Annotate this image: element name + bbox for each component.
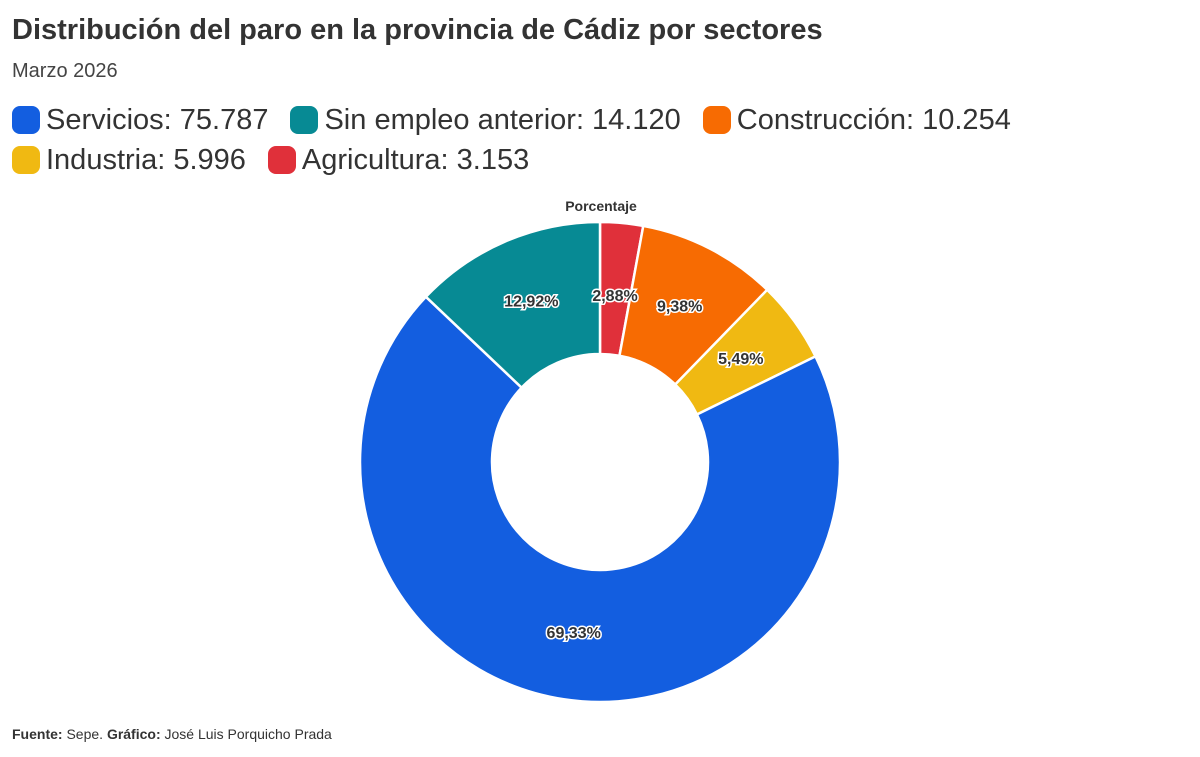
slice-sin-empleo-anterior[interactable] — [424, 220, 602, 390]
chart-subtitle: Marzo 2026 — [12, 60, 118, 82]
legend-label: Agricultura: 3.153 — [301, 143, 530, 176]
chart-title: Distribución del paro en la provincia de… — [12, 14, 823, 46]
slice-servicios[interactable] — [358, 295, 842, 704]
data-label: 12,92% — [504, 293, 558, 310]
footer: Fuente: Sepe. Gráfico: José Luis Porquic… — [12, 726, 332, 742]
legend-item[interactable]: Industria: 5.996 — [12, 143, 246, 177]
legend-item[interactable]: Sin empleo anterior: 14.120 — [290, 103, 681, 137]
data-label: 69,33% — [547, 625, 601, 642]
data-label: 9,38% — [657, 299, 702, 316]
data-label: 2,88% — [592, 288, 637, 305]
legend-swatch — [702, 106, 731, 134]
legend-swatch — [267, 146, 296, 174]
legend-swatch — [12, 146, 40, 174]
legend-item[interactable]: Agricultura: 3.153 — [267, 143, 530, 177]
legend-item[interactable]: Construcción: 10.254 — [702, 103, 1011, 137]
legend-label: Servicios: 75.787 — [46, 103, 269, 136]
chart-credit-label: Gráfico: — [106, 726, 161, 742]
legend-swatch — [12, 106, 40, 134]
legend: Servicios: 75.787 Sin empleo anterior: 14… — [12, 103, 1112, 177]
legend-label: Industria: 5.996 — [46, 143, 246, 176]
legend-item[interactable]: Servicios: 75.787 — [12, 103, 268, 137]
legend-label: Construcción: 10.254 — [736, 103, 1011, 136]
author: José Luis Porquicho Prada — [164, 726, 332, 742]
chart-inner-title: Porcentaje — [565, 198, 637, 214]
data-label: 5,49% — [718, 351, 763, 368]
source-label: Fuente: — [12, 726, 63, 742]
legend-swatch — [290, 106, 319, 134]
source: Sepe. — [66, 726, 104, 742]
legend-label: Sin empleo anterior: 14.120 — [324, 103, 681, 136]
